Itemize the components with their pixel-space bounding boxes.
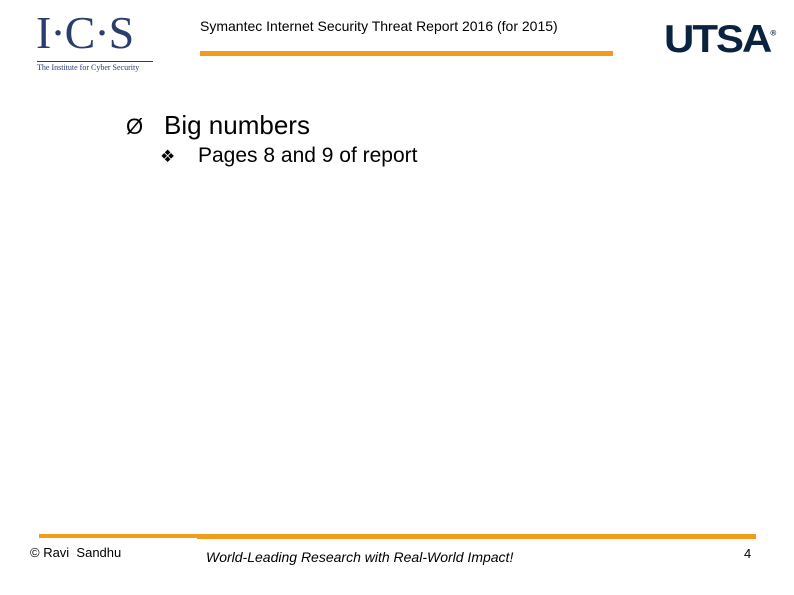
arrow-bullet-icon: Ø	[126, 114, 144, 139]
footer-accent-bar-left	[39, 534, 197, 538]
bullet-level-2: ❖ Pages 8 and 9 of report	[160, 144, 418, 168]
bullet-level-1-text: Big numbers	[164, 110, 310, 140]
footer-accent-bar-right	[197, 534, 756, 539]
page-number: 4	[744, 546, 752, 561]
ics-logo: I·C·S The Institute for Cyber Security	[36, 7, 153, 72]
bullet-level-1: Ø Big numbers	[126, 110, 310, 141]
header-accent-bar	[200, 51, 613, 56]
ics-logo-letters: I·C·S	[36, 7, 134, 58]
utsa-logo: UTSA®	[664, 18, 776, 60]
bullet-level-2-text: Pages 8 and 9 of report	[198, 144, 418, 167]
ics-logo-tagline: The Institute for Cyber Security	[37, 61, 153, 72]
utsa-logo-reg-mark: ®	[770, 29, 777, 38]
diamond-bullet-icon: ❖	[160, 147, 176, 166]
footer-author: © Ravi Sandhu	[30, 545, 122, 560]
slide-header-title: Symantec Internet Security Threat Report…	[200, 18, 558, 34]
utsa-logo-text: UTSA	[664, 17, 772, 61]
footer-slogan: World-Leading Research with Real-World I…	[206, 549, 514, 565]
